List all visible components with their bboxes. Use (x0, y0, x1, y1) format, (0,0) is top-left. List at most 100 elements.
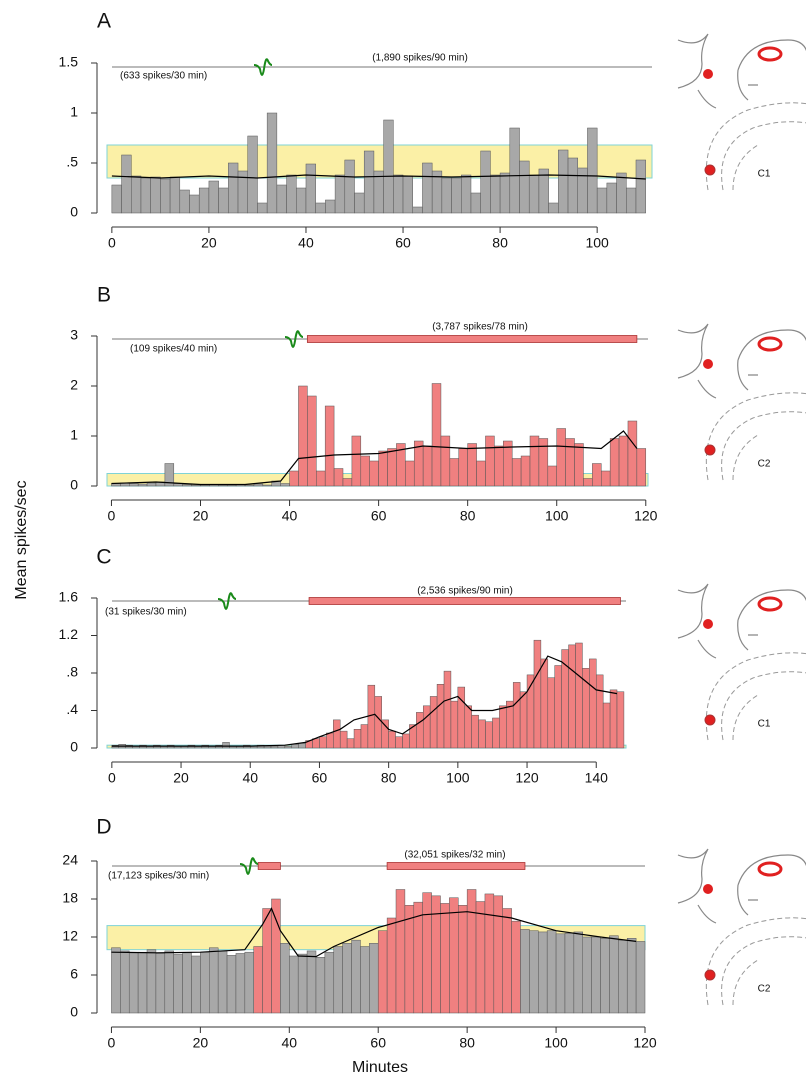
bar (540, 658, 549, 749)
bar (353, 729, 362, 749)
waveform-icon (284, 330, 304, 348)
x-tick-label: 100 (545, 508, 569, 524)
bar (443, 670, 452, 749)
bar (538, 438, 549, 487)
site-marker (703, 619, 713, 629)
bar (226, 955, 237, 1014)
bar (189, 194, 200, 214)
y-tick-label: 6 (70, 966, 78, 982)
x-tick-label: 0 (108, 1035, 116, 1051)
bar (602, 702, 611, 749)
bar (422, 705, 431, 749)
bar (440, 435, 451, 487)
bar (351, 435, 362, 487)
bar (200, 951, 210, 1014)
bar (533, 639, 542, 749)
bar (511, 920, 521, 1014)
bar (315, 957, 326, 1014)
bar (334, 174, 346, 214)
barrel-label: C2 (758, 459, 771, 470)
x-tick-label: 100 (585, 235, 609, 251)
bar (342, 943, 352, 1014)
bar (244, 484, 255, 487)
bar (492, 717, 500, 749)
y-tick-label: 0 (70, 477, 78, 493)
bar (351, 939, 361, 1014)
bar (291, 744, 299, 749)
bar (616, 691, 625, 749)
bar (263, 745, 272, 749)
bar (257, 202, 268, 214)
bar (395, 889, 406, 1014)
x-tick-label: 100 (544, 1035, 568, 1051)
bar (600, 470, 611, 487)
x-tick-label: 40 (282, 1035, 298, 1051)
bar (111, 947, 121, 1014)
bar (467, 443, 477, 487)
bar (191, 484, 201, 487)
bar (591, 936, 601, 1014)
bar (475, 901, 486, 1014)
skull-outline (677, 33, 717, 109)
skull-outline (677, 323, 717, 399)
y-tick-label: 1.5 (59, 54, 79, 70)
panel: C (31 spikes/30 min) (2,536 spikes/90 min)… (59, 546, 806, 786)
y-tick-label: .5 (66, 154, 78, 170)
annotation: (1,890 spikes/90 min) (372, 53, 468, 64)
bar (208, 180, 219, 214)
bar (574, 443, 584, 487)
bar (485, 435, 495, 487)
bar (441, 177, 452, 214)
bar (169, 176, 181, 214)
bar (429, 696, 438, 749)
bar (217, 950, 228, 1014)
bar (226, 484, 237, 487)
y-tick-label: 2 (70, 377, 78, 393)
bar (548, 202, 559, 214)
bar (150, 176, 161, 214)
bar (146, 949, 157, 1014)
receptive-field (757, 596, 783, 612)
brain-section (705, 652, 806, 741)
x-tick-label: 60 (312, 770, 328, 786)
bar (276, 184, 287, 214)
bar (422, 162, 433, 214)
bar (244, 951, 254, 1014)
x-tick-label: 20 (193, 508, 209, 524)
bar (369, 460, 379, 487)
x-tick-label: 80 (459, 1035, 475, 1051)
bar (289, 470, 299, 487)
bar (383, 119, 394, 214)
bar (395, 736, 403, 749)
recording-site (704, 969, 716, 981)
bar (297, 953, 308, 1014)
annotation: (17,123 spikes/30 min) (108, 871, 209, 882)
bar (312, 738, 320, 749)
bar (635, 941, 646, 1014)
smoothed-rate (111, 907, 637, 958)
x-tick-label: 80 (492, 235, 508, 251)
bar (378, 450, 388, 487)
bar (324, 951, 335, 1014)
bar (412, 206, 423, 214)
bar (164, 950, 174, 1014)
bar (499, 705, 507, 749)
bar (476, 460, 486, 487)
bar (422, 445, 433, 487)
bar (270, 745, 279, 749)
bar (499, 172, 511, 214)
x-axis-label: Minutes (352, 1059, 408, 1076)
bar (235, 953, 246, 1014)
y-axis-label: Mean spikes/sec (13, 480, 30, 599)
y-tick-label: .8 (66, 664, 78, 680)
bar (324, 405, 335, 487)
bar (449, 897, 459, 1014)
panel-letter: A (97, 10, 111, 33)
waveform-icon (239, 857, 259, 875)
bar (461, 174, 472, 214)
bar (568, 644, 576, 749)
bar (325, 199, 336, 214)
x-tick-label: 120 (515, 770, 539, 786)
bar (218, 484, 228, 487)
bar (137, 951, 148, 1014)
